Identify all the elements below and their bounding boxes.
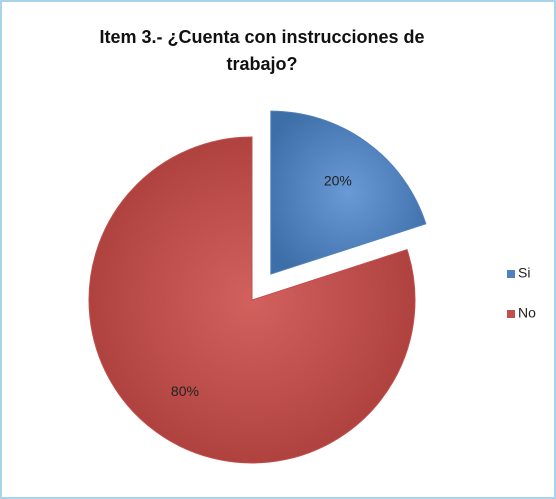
chart-title: Item 3.- ¿Cuenta con instrucciones de tr… [99, 27, 425, 74]
legend-label: Si [518, 265, 530, 281]
data-label: 80% [171, 383, 199, 399]
legend-label: No [518, 305, 536, 321]
pie-slice [88, 136, 416, 464]
pie-slice [270, 110, 427, 275]
legend-swatch [507, 270, 515, 278]
legend-swatch [507, 310, 515, 318]
data-label: 20% [324, 173, 352, 189]
